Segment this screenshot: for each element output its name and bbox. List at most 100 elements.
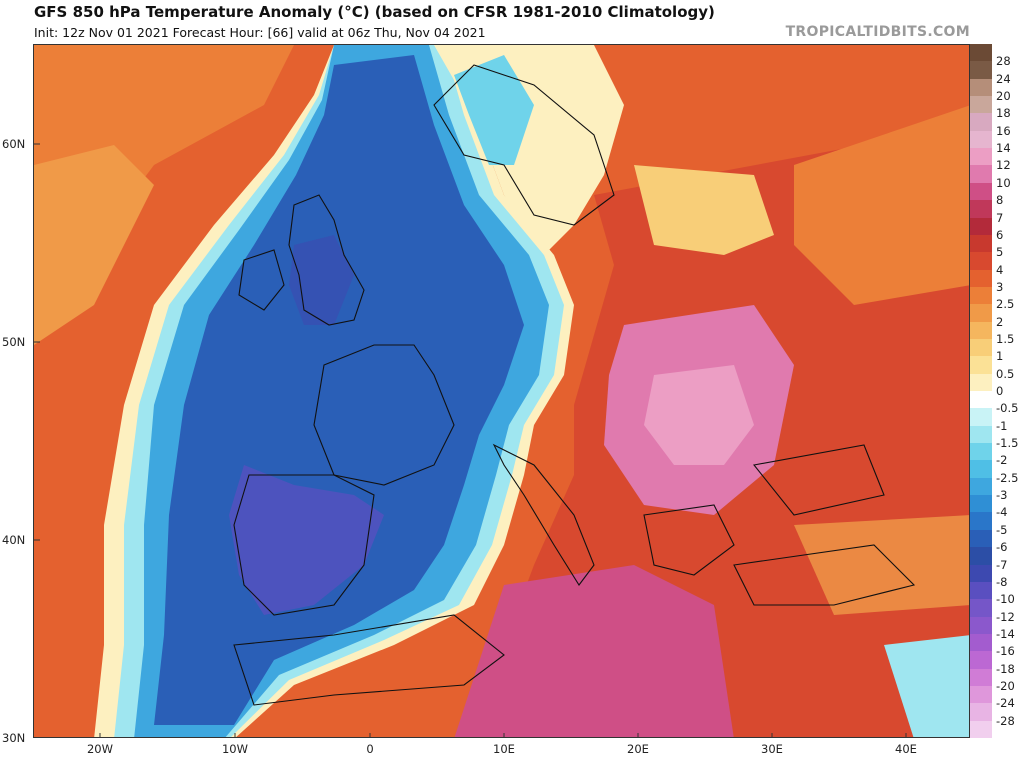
lon-label-40e: 40E bbox=[895, 742, 917, 756]
anomaly-map bbox=[33, 44, 970, 738]
colorbar-cell bbox=[970, 685, 992, 704]
colorbar-cell bbox=[970, 304, 992, 323]
lon-label-10e: 10E bbox=[493, 742, 515, 756]
colorbar-cell bbox=[970, 651, 992, 670]
colorbar-cell bbox=[970, 338, 992, 357]
colorbar-cell bbox=[970, 373, 992, 392]
colorbar-cell bbox=[970, 113, 992, 132]
field-anatolia bbox=[794, 515, 969, 615]
colorbar-cell bbox=[970, 130, 992, 149]
lon-label-20w: 20W bbox=[86, 742, 114, 756]
colorbar-cap bbox=[970, 44, 992, 62]
coast-black-sea bbox=[752, 444, 885, 516]
brand-watermark: TROPICALTIDBITS.COM bbox=[785, 24, 970, 40]
colorbar-cell bbox=[970, 96, 992, 114]
coast-italy bbox=[492, 443, 595, 586]
coast-iberia bbox=[233, 474, 375, 616]
field-iberia-cold bbox=[229, 465, 384, 615]
colorbar-label: 5 bbox=[996, 245, 1004, 260]
lat-label-30n: 30N bbox=[2, 731, 26, 745]
colorbar-cell bbox=[970, 182, 992, 201]
colorbar-label: 24 bbox=[996, 71, 1011, 86]
colorbar-label: -20 bbox=[996, 678, 1015, 693]
colorbar-cell bbox=[970, 252, 992, 271]
colorbar bbox=[970, 44, 992, 739]
colorbar-label: -14 bbox=[996, 626, 1015, 641]
colorbar-label: -12 bbox=[996, 609, 1015, 624]
colorbar-label: -3 bbox=[996, 488, 1008, 503]
colorbar-cell bbox=[970, 425, 992, 444]
lon-label-0: 0 bbox=[366, 742, 374, 756]
colorbar-cell bbox=[970, 564, 992, 583]
colorbar-label: -10 bbox=[996, 592, 1015, 607]
colorbar-cell bbox=[970, 512, 992, 531]
colorbar-cell bbox=[970, 547, 992, 565]
colorbar-cell bbox=[970, 78, 992, 97]
lat-label-40n: 40N bbox=[2, 533, 26, 547]
anomaly-map-graphic bbox=[34, 45, 969, 737]
colorbar-label: -5 bbox=[996, 522, 1008, 537]
colorbar-cell bbox=[970, 408, 992, 427]
colorbar-cell bbox=[970, 616, 992, 635]
colorbar-cell bbox=[970, 391, 992, 409]
colorbar-label: 2.5 bbox=[996, 297, 1015, 312]
colorbar-label: 0.5 bbox=[996, 366, 1015, 381]
coastlines bbox=[233, 64, 916, 706]
colorbar-cell bbox=[970, 703, 992, 722]
colorbar-label: -0.5 bbox=[996, 401, 1019, 416]
colorbar-cell bbox=[970, 217, 992, 236]
colorbar-cell bbox=[970, 234, 992, 253]
field-baltic-mild bbox=[634, 165, 774, 255]
colorbar-label: -18 bbox=[996, 661, 1015, 676]
colorbar-cell bbox=[970, 61, 992, 80]
colorbar-cell bbox=[970, 269, 992, 288]
field-middle-east-cold bbox=[884, 635, 969, 737]
colorbar-cell bbox=[970, 668, 992, 687]
colorbar-label: -4 bbox=[996, 505, 1008, 520]
colorbar-label: 28 bbox=[996, 54, 1011, 69]
map-title: GFS 850 hPa Temperature Anomaly (°C) (ba… bbox=[34, 3, 715, 21]
colorbar-cell bbox=[970, 477, 992, 496]
coast-great-britain bbox=[288, 194, 365, 326]
colorbar-cell bbox=[970, 165, 992, 184]
colorbar-cell bbox=[970, 200, 992, 218]
lon-label-30e: 30E bbox=[761, 742, 783, 756]
field-russia-warm bbox=[794, 105, 969, 305]
colorbar-label: 1 bbox=[996, 349, 1004, 364]
colorbar-label: 3 bbox=[996, 279, 1004, 294]
colorbar-cell bbox=[970, 633, 992, 652]
colorbar-label: 16 bbox=[996, 123, 1011, 138]
coast-scandinavia bbox=[433, 64, 615, 226]
field-uk-cold bbox=[289, 235, 354, 325]
colorbar-label: 18 bbox=[996, 106, 1011, 121]
colorbar-label: -1.5 bbox=[996, 436, 1019, 451]
colorbar-cell bbox=[970, 495, 992, 513]
colorbar-cell bbox=[970, 529, 992, 548]
forecast-info: Init: 12z Nov 01 2021 Forecast Hour: [66… bbox=[34, 25, 486, 40]
colorbar-label: -28 bbox=[996, 713, 1015, 728]
lon-label-10w: 10W bbox=[221, 742, 249, 756]
field-carpathian-hot bbox=[644, 365, 754, 465]
coast-france bbox=[313, 344, 455, 486]
colorbar-label: 8 bbox=[996, 193, 1004, 208]
colorbar-cell bbox=[970, 599, 992, 618]
colorbar-label: -8 bbox=[996, 574, 1008, 589]
colorbar-cell bbox=[970, 443, 992, 461]
lat-label-50n: 50N bbox=[2, 335, 26, 349]
colorbar-label: 10 bbox=[996, 175, 1011, 190]
coast-north-africa bbox=[233, 614, 505, 706]
colorbar-label: 0 bbox=[996, 384, 1004, 398]
colorbar-label: 20 bbox=[996, 89, 1011, 104]
colorbar-label: 12 bbox=[996, 158, 1011, 173]
colorbar-label: -1 bbox=[996, 418, 1008, 433]
colorbar-cell bbox=[970, 286, 992, 305]
colorbar-cell bbox=[970, 581, 992, 600]
colorbar-label: -24 bbox=[996, 696, 1015, 711]
lon-label-20e: 20E bbox=[627, 742, 649, 756]
colorbar-label: 4 bbox=[996, 262, 1004, 277]
colorbar-cell bbox=[970, 460, 992, 479]
colorbar-label: 1.5 bbox=[996, 331, 1015, 346]
field-scandinavia-cold bbox=[454, 55, 534, 165]
colorbar-cell bbox=[970, 148, 992, 166]
colorbar-label: -2.5 bbox=[996, 470, 1019, 485]
